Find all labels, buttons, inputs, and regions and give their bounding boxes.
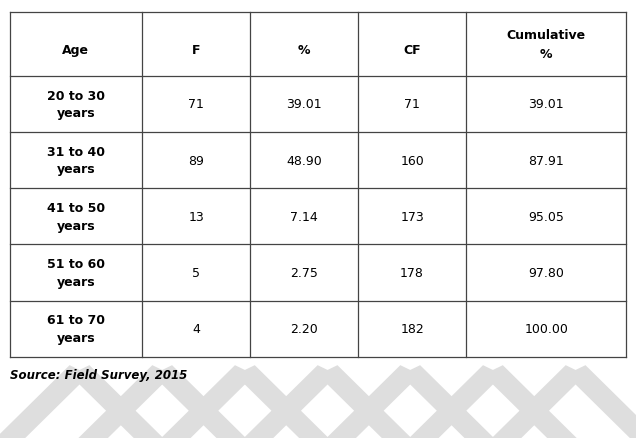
Text: years: years bbox=[57, 275, 95, 288]
Text: %: % bbox=[540, 48, 553, 61]
Polygon shape bbox=[152, 365, 284, 438]
Text: 51 to 60: 51 to 60 bbox=[47, 258, 105, 271]
Polygon shape bbox=[206, 365, 338, 438]
Text: 100.00: 100.00 bbox=[524, 322, 568, 336]
Polygon shape bbox=[0, 365, 90, 438]
Polygon shape bbox=[317, 365, 449, 438]
Text: 13: 13 bbox=[188, 210, 204, 223]
Text: 2.75: 2.75 bbox=[290, 266, 318, 279]
Text: CF: CF bbox=[403, 44, 421, 57]
Text: 71: 71 bbox=[188, 98, 204, 111]
Text: Cumulative: Cumulative bbox=[507, 29, 586, 42]
Text: 39.01: 39.01 bbox=[286, 98, 322, 111]
Text: years: years bbox=[57, 219, 95, 232]
Polygon shape bbox=[565, 365, 636, 438]
Text: 95.05: 95.05 bbox=[529, 210, 564, 223]
Text: 2.20: 2.20 bbox=[290, 322, 318, 336]
Text: 61 to 70: 61 to 70 bbox=[47, 314, 105, 327]
Text: 41 to 50: 41 to 50 bbox=[47, 201, 105, 215]
Text: 71: 71 bbox=[404, 98, 420, 111]
Text: 5: 5 bbox=[192, 266, 200, 279]
Text: %: % bbox=[298, 44, 310, 57]
Polygon shape bbox=[235, 365, 366, 438]
Text: Source: Field Survey, 2015: Source: Field Survey, 2015 bbox=[10, 368, 187, 381]
Polygon shape bbox=[371, 365, 503, 438]
Text: 31 to 40: 31 to 40 bbox=[47, 145, 105, 159]
Text: years: years bbox=[57, 163, 95, 176]
Text: 20 to 30: 20 to 30 bbox=[47, 89, 105, 102]
Text: years: years bbox=[57, 107, 95, 120]
Polygon shape bbox=[41, 365, 172, 438]
Text: 178: 178 bbox=[400, 266, 424, 279]
Text: 182: 182 bbox=[400, 322, 424, 336]
Text: 4: 4 bbox=[192, 322, 200, 336]
Text: 39.01: 39.01 bbox=[529, 98, 564, 111]
Polygon shape bbox=[454, 365, 586, 438]
Polygon shape bbox=[483, 365, 614, 438]
Text: F: F bbox=[192, 44, 200, 57]
Text: 89: 89 bbox=[188, 154, 204, 167]
Text: 48.90: 48.90 bbox=[286, 154, 322, 167]
Text: 87.91: 87.91 bbox=[529, 154, 564, 167]
Text: Age: Age bbox=[62, 44, 90, 57]
Polygon shape bbox=[123, 365, 255, 438]
Text: 173: 173 bbox=[400, 210, 424, 223]
Text: 7.14: 7.14 bbox=[290, 210, 318, 223]
Text: 97.80: 97.80 bbox=[529, 266, 564, 279]
Polygon shape bbox=[69, 365, 201, 438]
Polygon shape bbox=[400, 365, 532, 438]
Text: 160: 160 bbox=[400, 154, 424, 167]
Text: years: years bbox=[57, 331, 95, 344]
Polygon shape bbox=[289, 365, 420, 438]
